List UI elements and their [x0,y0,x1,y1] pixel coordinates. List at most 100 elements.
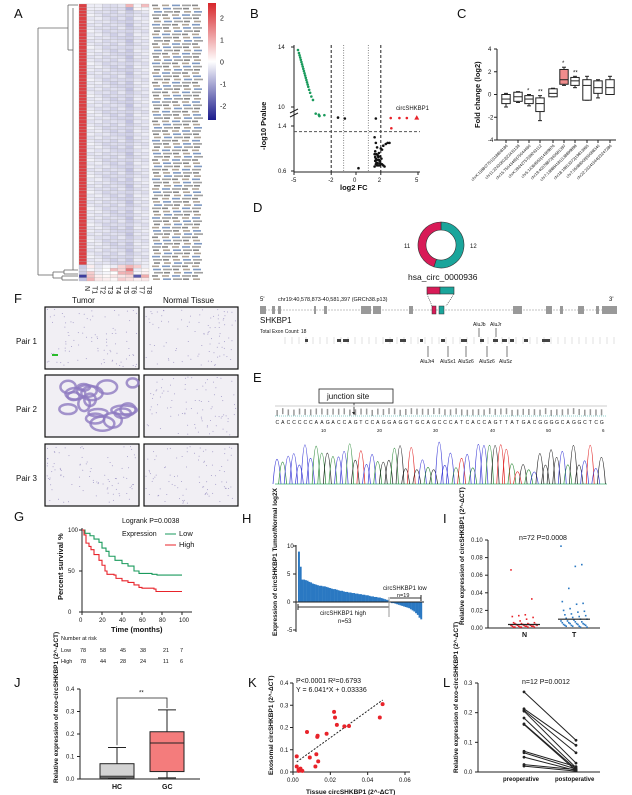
stain-dot [91,310,93,312]
heatmap-cell [117,126,126,130]
stain-dot [102,483,104,485]
stain-dot [51,353,53,355]
quality-bar [304,408,306,415]
heatmap-cell [141,142,150,146]
panel-label-d: D [253,200,262,215]
stain-dot [96,336,98,338]
heatmap-cell [109,267,119,272]
heatmap-cell [109,100,119,104]
heatmap-cell [109,219,119,224]
stain-dot [184,388,186,390]
stain-dot [206,481,208,483]
row-label-mark [154,175,161,177]
ihc-image-tumor [44,374,140,438]
heatmap-cell [94,81,103,85]
x-tick-label: -5 [291,178,297,184]
heatmap-cell [117,193,126,198]
stain-dot [58,348,60,350]
heatmap-cell [133,200,142,204]
stain-dot [225,481,227,483]
stain-dot [168,321,170,323]
row-label-mark [174,30,182,32]
risk-value: 21 [163,648,169,654]
stain-dot [97,483,99,485]
row-label-mark [192,197,198,200]
chromatogram-peak [529,471,539,485]
heatmap-cell [86,174,95,179]
stain-dot [107,487,109,489]
row-label-mark [194,213,201,216]
stain-dot [220,377,222,379]
data-point-post [574,765,578,769]
row-label-mark [174,271,181,274]
stain-dot [50,484,52,486]
stain-dot [206,425,208,427]
stain-dot [78,344,80,346]
heatmap-cell [117,106,126,111]
row-label-mark [152,139,160,142]
row-label-mark [172,265,181,268]
five-prime-label: 5' [260,297,264,303]
row-label-mark [183,259,191,261]
row-label-mark [184,126,191,129]
heatmap-cell [78,245,87,249]
stain-dot [221,346,223,348]
heatmap-cell [109,203,119,208]
stain-dot [161,378,163,380]
stain-dot [118,493,120,495]
heatmap-cell [86,210,95,214]
row-label-mark [193,210,199,213]
heatmap-cell [94,164,103,169]
quality-bar [444,409,446,416]
row-label-mark [184,30,193,32]
heatmap-cell [94,251,103,256]
row-label-mark [174,252,183,255]
heatmap-cell [125,235,134,240]
x-tick-label: 40 [119,618,126,624]
row-label-mark [173,104,180,107]
heatmap-cell [109,174,119,179]
stain-dot [109,461,111,463]
stain-dot [91,337,93,339]
row-label-mark [154,252,161,255]
bar [399,602,402,606]
heatmap-cell [133,3,142,8]
heatmap-cell [125,161,134,166]
row-label-mark [153,249,159,251]
heatmap-cell [86,267,95,272]
heatmap-cell [141,245,150,249]
stain-dot [54,469,56,471]
heatmap-cell [117,7,126,11]
row-label-mark [154,242,162,245]
heatmap-cell [109,190,119,195]
alu-label-bottom: AluSz6 [479,359,495,365]
row-label-mark [162,110,170,113]
row-label-mark [182,217,189,219]
row-label-mark [174,184,182,187]
pair-line [523,765,577,772]
stain-dot [89,471,91,473]
row-label-mark [164,59,172,61]
heatmap-cell [94,203,103,208]
stain-dot [107,353,109,355]
row-label-mark [182,101,189,103]
stain-dot [218,335,220,337]
stain-dot [182,502,184,504]
box [559,68,569,85]
heatmap-cell [125,110,134,114]
stain-dot [167,407,169,409]
repeat-element [493,339,498,342]
sequence-base: A [320,420,324,426]
heatmap-cell [133,148,142,153]
data-point [518,625,520,628]
data-point [305,80,309,84]
stain-dot [152,323,154,325]
heatmap-cell [133,13,142,18]
heatmap-cell [125,148,134,153]
heatmap-cell [86,94,95,98]
bar [385,599,388,602]
heatmap-cell [86,10,95,14]
heatmap-cell [102,142,111,146]
row-label-mark [192,275,198,277]
heatmap-cell [94,271,103,275]
